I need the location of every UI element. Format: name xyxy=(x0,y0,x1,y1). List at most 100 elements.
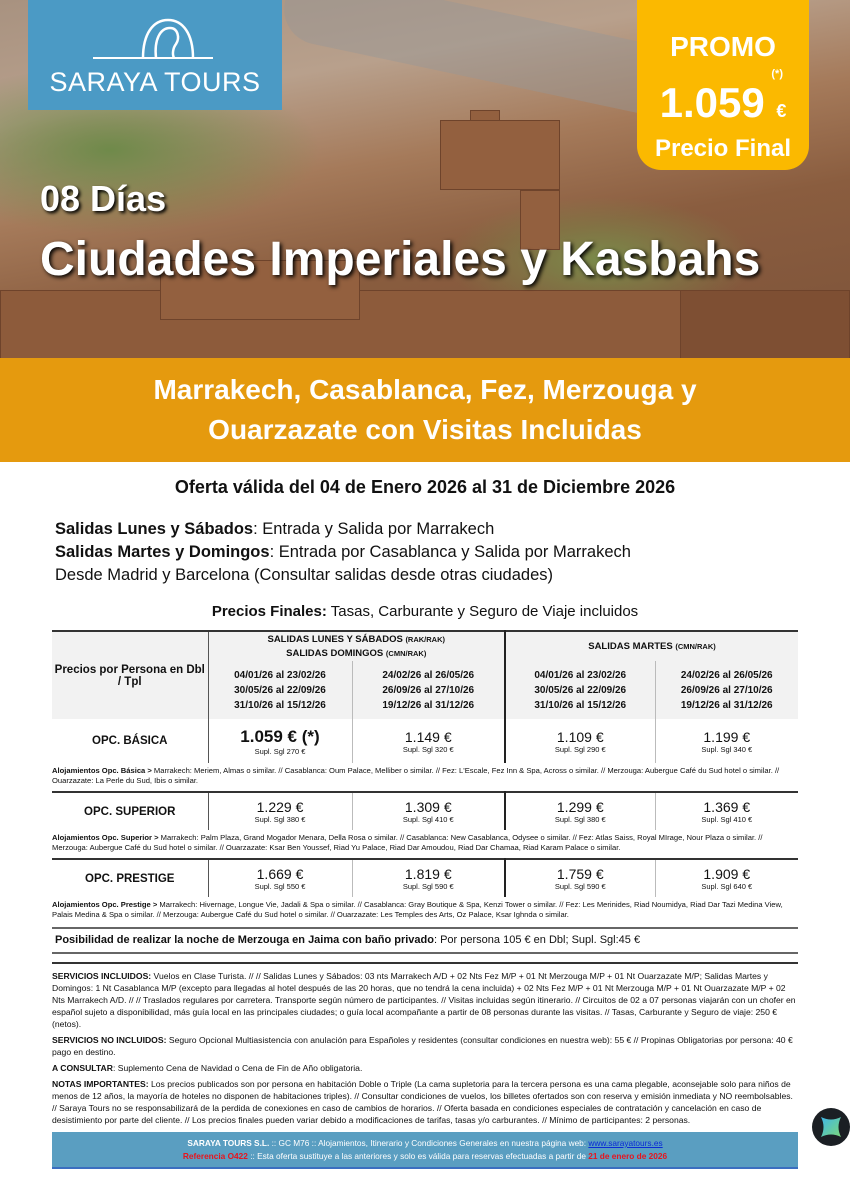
row-label: OPC. PRESTIGE xyxy=(85,872,175,885)
route-line-1: Marrakech, Casablanca, Fez, Merzouga y xyxy=(153,374,697,405)
hotels-list: Marrakech: Hivernage, Longue Vie, Jadali… xyxy=(52,900,783,919)
departure-text: Desde Madrid y Barcelona (Consultar sali… xyxy=(55,566,554,584)
departure-bold: Salidas Martes y Domingos xyxy=(55,543,270,561)
price: 1.199 € xyxy=(703,728,751,745)
date-range: 04/01/26 al 23/02/26 xyxy=(534,669,627,681)
price: 1.149 € xyxy=(404,728,452,745)
logo[interactable]: SARAYA TOURS xyxy=(28,0,282,110)
price-cell: 1.149 € Supl. Sgl 320 € xyxy=(351,719,505,763)
departure-line: Desde Madrid y Barcelona (Consultar sali… xyxy=(55,564,631,587)
sparkle-icon xyxy=(821,1117,841,1137)
logo-arch-icon xyxy=(93,18,213,59)
route-banner: Marrakech, Casablanca, Fez, Merzouga y O… xyxy=(0,358,850,462)
kasbah-tower xyxy=(520,190,560,250)
hotels-label: Alojamientos Opc. Básica > xyxy=(52,766,152,775)
single-supplement: Supl. Sgl 270 € xyxy=(254,746,306,756)
prices-note: Precios Finales: Tasas, Carburante y Seg… xyxy=(0,603,850,620)
hotels-list: Marrakech: Palm Plaza, Grand Mogador Men… xyxy=(52,833,763,852)
route-line-2: Ouarzazate con Visitas Incluidas xyxy=(208,414,642,445)
date-cell: 04/01/26 al 23/02/26 30/05/26 al 22/09/26… xyxy=(504,661,655,719)
section-text: : Suplemento Cena de Navidad o Cena de F… xyxy=(112,1063,363,1073)
row-label: OPC. BÁSICA xyxy=(92,735,168,747)
price-cell: 1.369 € Supl. Sgl 410 € xyxy=(654,792,798,830)
hero-image: SARAYA TOURS PROMO (*) 1.059 € Precio Fi… xyxy=(0,0,850,358)
group-code: (CMN/RAK) xyxy=(675,641,716,651)
price-cell: 1.819 € Supl. Sgl 590 € xyxy=(351,859,505,897)
section-label: SERVICIOS NO INCLUIDOS: xyxy=(52,1035,167,1045)
footer-line-2: Referencia O422 :: Esta oferta sustituye… xyxy=(52,1150,798,1163)
price-cell: 1.059 € (*) Supl. Sgl 270 € xyxy=(207,719,352,763)
hotels-text: Alojamientos Opc. Superior > Marrakech: … xyxy=(52,830,798,859)
section-label: SERVICIOS INCLUIDOS: xyxy=(52,971,152,981)
price: 1.229 € xyxy=(256,799,304,815)
single-supplement: Supl. Sgl 380 € xyxy=(254,815,306,824)
group-text: SALIDAS LUNES Y SÁBADOS xyxy=(267,633,403,645)
promo-price-value: 1.059 xyxy=(659,79,765,126)
group-code: (CMN/RAK) xyxy=(385,648,427,658)
promo-currency: € xyxy=(776,101,787,121)
kasbah-building xyxy=(680,290,850,358)
prices-note-text: Tasas, Carburante y Seguro de Viaje incl… xyxy=(326,603,639,620)
price: 1.299 € xyxy=(556,799,604,815)
validity-text: Oferta válida del 04 de Enero 2026 al 31… xyxy=(174,477,676,497)
date-range: 19/12/26 al 31/12/26 xyxy=(680,699,773,711)
promo-badge: PROMO (*) 1.059 € Precio Final xyxy=(637,0,809,170)
table-corner: Precios por Persona en Dbl / Tpl xyxy=(52,631,208,719)
price: 1.669 € xyxy=(256,866,304,882)
group-header-1: SALIDAS LUNES Y SÁBADOS (RAK/RAK) SALIDAS… xyxy=(207,631,505,661)
price-cell: 1.759 € Supl. Sgl 590 € xyxy=(504,859,655,897)
footer-text: :: GC M76 :: Alojamientos, Itinerario y … xyxy=(269,1138,589,1148)
section-text: Seguro Opcional Multiasistencia con anul… xyxy=(52,1035,793,1057)
table-row: OPC. PRESTIGE 1.669 € Supl. Sgl 550 € 1.8… xyxy=(52,859,798,897)
price-cell: 1.109 € Supl. Sgl 290 € xyxy=(504,719,655,763)
trip-duration: 08 Días xyxy=(40,178,167,219)
group-text: SALIDAS MARTES xyxy=(588,640,673,652)
date-range: 30/05/26 al 22/09/26 xyxy=(234,684,326,696)
date-range: 19/12/26 al 31/12/26 xyxy=(382,699,475,711)
price: 1.109 € xyxy=(556,728,604,745)
prices-note-bold: Precios Finales: xyxy=(211,603,327,620)
date-range: 30/05/26 al 22/09/26 xyxy=(534,684,627,696)
trip-title: Ciudades Imperiales y Kasbahs xyxy=(40,233,761,286)
price: 1.369 € xyxy=(703,799,751,815)
to-consult: A CONSULTAR: Suplemento Cena de Navidad … xyxy=(52,1062,798,1074)
section-text: Vuelos en Clase Turista. // // Salidas L… xyxy=(52,971,796,1029)
website-link[interactable]: www.sarayatours.es xyxy=(588,1138,663,1148)
single-supplement: Supl. Sgl 320 € xyxy=(402,744,454,754)
dates-row: 04/01/26 al 23/02/26 30/05/26 al 22/09/26… xyxy=(52,661,798,719)
footer: SARAYA TOURS S.L. :: GC M76 :: Alojamien… xyxy=(52,1132,798,1169)
table-row: OPC. BÁSICA 1.059 € (*) Supl. Sgl 270 € 1… xyxy=(52,719,798,763)
promo-asterisk: (*) xyxy=(771,68,783,80)
date-cell: 04/01/26 al 23/02/26 30/05/26 al 22/09/26… xyxy=(207,661,352,719)
price-cell: 1.299 € Supl. Sgl 380 € xyxy=(504,792,655,830)
date-cell: 24/02/26 al 26/05/26 26/09/26 al 27/10/26… xyxy=(351,661,505,719)
table-row: OPC. SUPERIOR 1.229 € Supl. Sgl 380 € 1.3… xyxy=(52,792,798,830)
departure-line: Salidas Lunes y Sábados: Entrada y Salid… xyxy=(55,518,631,541)
single-supplement: Supl. Sgl 590 € xyxy=(402,882,454,891)
price-cell: 1.229 € Supl. Sgl 380 € xyxy=(207,792,352,830)
date-cell: 24/02/26 al 26/05/26 26/09/26 al 27/10/26… xyxy=(654,661,798,719)
hotels-list: Marrakech: Meriem, Almas o similar. // C… xyxy=(52,766,780,785)
lower-section: Precios por Persona en Dbl / Tpl SALIDAS… xyxy=(52,630,798,1169)
price-cell: 1.669 € Supl. Sgl 550 € xyxy=(207,859,352,897)
departures: Salidas Lunes y Sábados: Entrada y Salid… xyxy=(55,518,631,587)
kasbah-building xyxy=(160,260,360,320)
price: 1.759 € xyxy=(556,866,604,882)
single-supplement: Supl. Sgl 380 € xyxy=(554,815,606,824)
single-supplement: Supl. Sgl 340 € xyxy=(701,744,753,754)
date-range: 31/10/26 al 15/12/26 xyxy=(234,699,326,711)
promo-price: 1.059 € xyxy=(637,80,809,134)
departure-text: : Entrada y Salida por Marrakech xyxy=(253,520,495,538)
date-range: 04/01/26 al 23/02/26 xyxy=(234,669,326,681)
price-cell: 1.199 € Supl. Sgl 340 € xyxy=(654,719,798,763)
single-supplement: Supl. Sgl 640 € xyxy=(701,882,753,891)
assistant-button[interactable] xyxy=(812,1108,850,1146)
hotels-text: Alojamientos Opc. Básica > Marrakech: Me… xyxy=(52,763,798,792)
footer-line-1: SARAYA TOURS S.L. :: GC M76 :: Alojamien… xyxy=(52,1137,798,1150)
important-notes: NOTAS IMPORTANTES: Los precios publicado… xyxy=(52,1078,798,1126)
reference: Referencia O422 xyxy=(182,1151,248,1161)
price-table: Precios por Persona en Dbl / Tpl SALIDAS… xyxy=(52,630,798,925)
hotels-row: Alojamientos Opc. Superior > Marrakech: … xyxy=(52,830,798,859)
section-label: A CONSULTAR xyxy=(52,1063,113,1073)
section-label: NOTAS IMPORTANTES: xyxy=(52,1079,149,1089)
